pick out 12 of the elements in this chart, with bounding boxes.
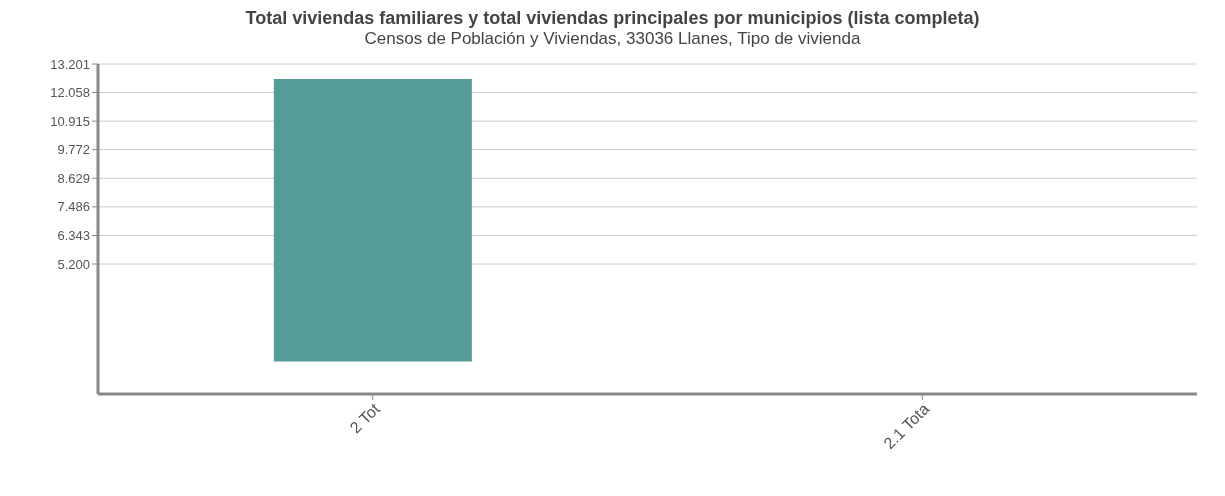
y-tick-label: 9.772 [57, 142, 90, 158]
y-tick-label: 7.486 [57, 199, 90, 215]
y-tick-label: 5.200 [57, 256, 90, 272]
chart-subtitle: Censos de Población y Viviendas, 33036 Llanes, Tipo de vivienda [363, 29, 862, 49]
y-tick-label: 10.915 [50, 113, 90, 129]
y-tick-label: 12.058 [50, 85, 90, 101]
x-tick-label: 2 Tot [346, 399, 384, 437]
x-tick-label: 2.1 Tota [880, 400, 933, 453]
y-tick-label: 13.201 [50, 56, 90, 72]
y-tick-label: 8.629 [57, 170, 90, 186]
y-tick-label: 6.343 [57, 228, 90, 244]
chart-title: Total viviendas familiares y total viviendas principales por municipios (lista completa) [244, 8, 981, 29]
